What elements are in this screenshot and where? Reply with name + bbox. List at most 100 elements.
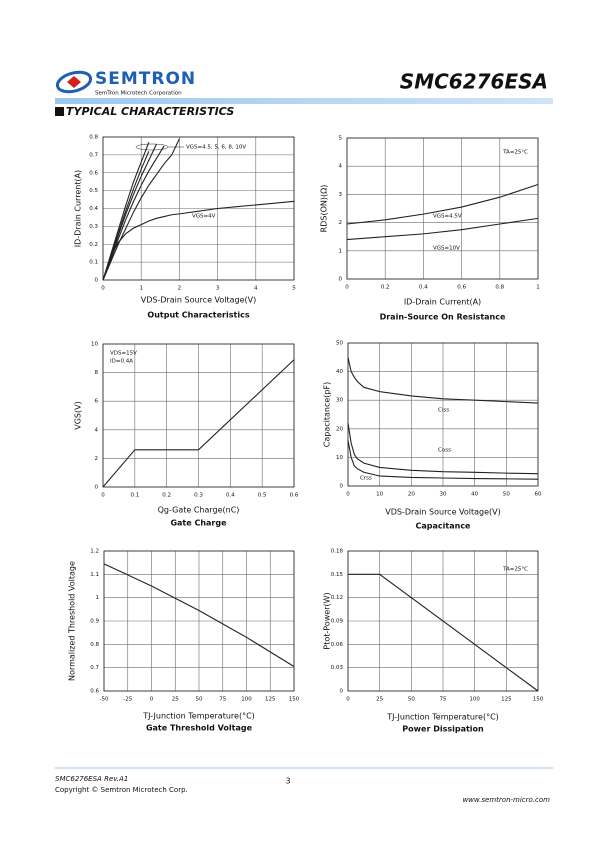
y-tick-label: 2 — [339, 220, 343, 226]
y-tick-label: 0.1 — [89, 260, 98, 266]
y-tick-label: 0.7 — [89, 152, 98, 158]
chart-title: Gate Charge — [170, 519, 227, 528]
x-tick-label: 50 — [196, 697, 203, 703]
y-tick-label: 0.9 — [90, 619, 99, 625]
y-tick-label: 0.4 — [89, 206, 98, 212]
chart-title: Power Dissipation — [402, 725, 484, 734]
x-tick-label: 0.4 — [226, 493, 235, 499]
x-tick-label: 0.8 — [495, 285, 504, 291]
y-tick-label: 6 — [95, 399, 99, 405]
chart-title: Gate Threshold Voltage — [146, 724, 253, 733]
x-axis-label: VDS-Drain Source Voltage(V) — [385, 508, 501, 517]
y-axis-label: Capacitance(pF) — [323, 382, 332, 447]
y-tick-label: 0 — [95, 278, 99, 284]
x-tick-label: 25 — [376, 697, 383, 703]
x-tick-label: 10 — [376, 492, 383, 498]
plot-border — [102, 343, 295, 488]
y-axis-label: VGS(V) — [74, 401, 83, 429]
plot-border — [102, 136, 295, 281]
annotation: VDS=15V — [110, 351, 137, 357]
x-tick-label: 0.4 — [419, 285, 428, 291]
x-tick-label: 0.2 — [381, 285, 390, 291]
x-axis-label: Qg-Gate Charge(nC) — [158, 506, 240, 515]
part-number: SMC6276ESA — [400, 70, 548, 94]
x-tick-label: 20 — [408, 492, 415, 498]
x-tick-label: 1 — [139, 286, 143, 292]
y-tick-label: 0.06 — [331, 642, 344, 648]
chart-title: Drain-Source On Resistance — [380, 313, 506, 322]
x-axis-label: TJ-Junction Temperature(°C) — [386, 713, 499, 722]
y-tick-label: 0.5 — [89, 188, 98, 194]
x-axis-label: TJ-Junction Temperature(°C) — [142, 712, 255, 721]
plot-border — [103, 550, 295, 692]
data-line — [102, 200, 295, 281]
series-label: Coss — [438, 448, 451, 454]
series-label: VGS=4.5V — [433, 214, 462, 220]
x-tick-label: 100 — [241, 697, 252, 703]
y-tick-label: 0.09 — [331, 619, 344, 625]
y-tick-label: 8 — [95, 370, 99, 376]
logo-subtitle: SemTron Microtech Corporation — [95, 91, 182, 97]
y-tick-label: 5 — [339, 136, 343, 142]
annotation: TA=25°C — [502, 150, 528, 156]
x-tick-label: 0.3 — [194, 493, 203, 499]
y-tick-label: 40 — [336, 369, 343, 375]
data-line — [102, 138, 180, 281]
x-tick-label: 100 — [469, 697, 480, 703]
x-tick-label: 2 — [178, 286, 182, 292]
header-bar — [55, 98, 553, 104]
y-tick-label: 10 — [91, 342, 98, 348]
x-tick-label: 0.5 — [258, 493, 267, 499]
y-tick-label: 0.3 — [89, 224, 98, 230]
x-tick-label: 125 — [265, 697, 276, 703]
y-tick-label: 0 — [340, 484, 344, 490]
y-tick-label: 4 — [95, 427, 99, 433]
y-tick-label: 0 — [339, 277, 343, 283]
y-tick-label: 0.15 — [331, 572, 344, 578]
x-tick-label: 3 — [216, 286, 220, 292]
y-tick-label: 0.7 — [90, 665, 99, 671]
y-tick-label: 0.2 — [89, 242, 98, 248]
x-tick-label: -50 — [100, 697, 109, 703]
y-tick-label: 0.6 — [89, 170, 98, 176]
y-tick-label: 0.8 — [90, 642, 99, 648]
footer-website: www.semtron-micro.com — [462, 796, 550, 804]
y-tick-label: 50 — [336, 341, 343, 347]
x-tick-label: 0.6 — [457, 285, 466, 291]
y-tick-label: 0 — [95, 485, 99, 491]
data-line — [103, 563, 295, 667]
x-tick-label: 60 — [535, 492, 542, 498]
section-marker — [55, 107, 64, 116]
data-line — [102, 359, 295, 488]
y-tick-label: 0.18 — [331, 549, 344, 555]
data-line — [347, 440, 539, 480]
y-tick-label: 30 — [336, 398, 343, 404]
y-tick-label: 0.12 — [331, 595, 343, 601]
y-tick-label: 4 — [339, 164, 343, 170]
chart-title: Output Characteristics — [147, 311, 249, 320]
y-tick-label: 0 — [340, 689, 344, 695]
annotation: TA=25°C — [502, 567, 528, 573]
annotation: VGS=4.5, 5, 6, 8, 10V — [186, 145, 246, 151]
x-tick-label: 4 — [254, 286, 258, 292]
y-axis-label: Ptot-Power(W) — [323, 592, 332, 649]
plot-area — [347, 138, 538, 279]
x-tick-label: 0 — [101, 493, 105, 499]
data-line — [347, 422, 539, 475]
charts: 0 1 2 3 4 500.10.20.30.40.50.60.70.8VGS=4VVGS… — [68, 135, 544, 734]
y-tick-label: 20 — [336, 426, 343, 432]
x-tick-label: 50 — [408, 697, 415, 703]
section-title: TYPICAL CHARACTERISTICS — [66, 105, 234, 118]
plot-border — [346, 137, 539, 280]
x-tick-label: 0.1 — [130, 493, 139, 499]
series-label: Ciss — [438, 408, 449, 414]
footer-copyright: Copyright © Semtron Microtech Corp. — [55, 786, 188, 794]
data-line — [346, 184, 539, 225]
y-axis-label: Normalized Threshold Voltage — [68, 561, 77, 681]
plot-border — [347, 342, 539, 487]
x-axis-label: ID-Drain Current(A) — [404, 298, 481, 307]
page-number: 3 — [285, 777, 290, 786]
series-label: Crss — [360, 476, 372, 482]
x-tick-label: 0.2 — [162, 493, 171, 499]
data-line — [102, 142, 150, 281]
